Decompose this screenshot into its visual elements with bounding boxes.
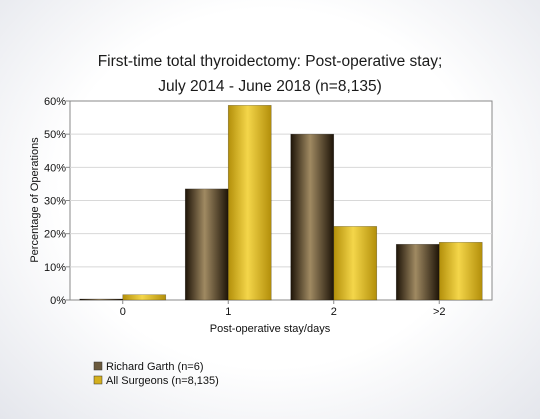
- bars: [79, 105, 483, 301]
- y-tick-label: 30%: [44, 196, 66, 208]
- legend: Richard Garth (n=6) All Surgeons (n=8,135…: [93, 361, 219, 387]
- legend-swatch: [93, 361, 103, 371]
- bar-all-surgeons: [227, 105, 272, 301]
- x-tick-label: 2: [331, 306, 337, 318]
- chart-title-line-2: July 2014 - June 2018 (n=8,135): [158, 78, 382, 95]
- bar-all-surgeons: [438, 241, 483, 301]
- bar-richard-garth: [290, 133, 335, 301]
- legend-swatch: [93, 375, 103, 385]
- y-tick-label: 50%: [44, 129, 66, 141]
- x-axis-ticks: 0 1 2 >2: [120, 300, 446, 318]
- y-axis-ticks: 0% 10% 20% 30% 40% 50% 60%: [44, 96, 70, 307]
- y-tick-label: 60%: [44, 96, 66, 108]
- y-tick-label: 10%: [44, 262, 66, 274]
- legend-label: All Surgeons (n=8,135): [106, 375, 219, 387]
- y-axis-label: Percentage of Operations: [29, 137, 41, 263]
- bar-all-surgeons: [122, 294, 167, 301]
- bar-all-surgeons: [333, 226, 378, 301]
- chart-title-line-1: First-time total thyroidectomy: Post-ope…: [98, 53, 443, 70]
- y-tick-label: 20%: [44, 229, 66, 241]
- x-axis-label: Post-operative stay/days: [210, 323, 331, 335]
- bar-richard-garth: [395, 243, 440, 301]
- bar-richard-garth: [79, 298, 124, 301]
- y-tick-label: 0%: [50, 295, 66, 307]
- y-tick-label: 40%: [44, 162, 66, 174]
- bar-richard-garth: [184, 188, 229, 301]
- legend-label: Richard Garth (n=6): [106, 361, 204, 373]
- x-tick-label: >2: [433, 306, 446, 318]
- x-tick-label: 1: [225, 306, 231, 318]
- x-tick-label: 0: [120, 306, 126, 318]
